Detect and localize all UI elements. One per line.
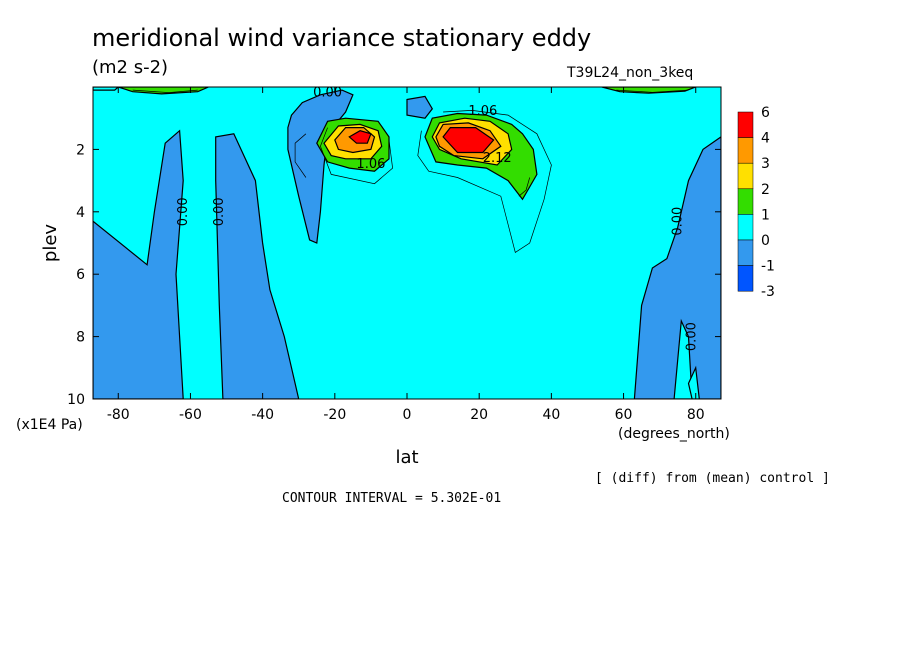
contour-value-label: 0.00	[176, 197, 191, 226]
colorbar-swatch	[737, 137, 754, 164]
y-tick-label: 6	[76, 267, 85, 283]
y-tick-label: 8	[76, 330, 85, 346]
y-axis-unit: (x1E4 Pa)	[16, 417, 83, 433]
contour-line	[417, 110, 552, 253]
contour-value-label: 0.00	[685, 322, 700, 351]
colorbar-legend: 6 4 3 2 1 0 -1 -3	[737, 105, 775, 300]
y-tick-label: 2	[76, 142, 85, 158]
contour-value-label: 2.12	[483, 151, 512, 166]
footer-note: [ (diff) from (mean) control ]	[595, 471, 830, 486]
contour-region	[442, 126, 495, 154]
colorbar-swatch	[737, 214, 754, 241]
contour-region	[93, 87, 120, 91]
contour-region	[406, 95, 434, 119]
x-tick-label: 20	[470, 407, 488, 423]
contour-interval-text: CONTOUR INTERVAL = 5.302E-01	[282, 491, 501, 506]
colorbar-label: -3	[761, 284, 775, 300]
x-tick-label: -20	[323, 407, 346, 423]
contour-region	[673, 318, 693, 399]
x-tick-label: 80	[687, 407, 705, 423]
colorbar-swatch	[737, 162, 754, 190]
x-tick-label: -80	[107, 407, 130, 423]
y-axis: 2 4 6 8 10	[67, 142, 721, 408]
contour-regions	[93, 87, 721, 399]
contour-line	[294, 133, 307, 178]
y-axis-label: plev	[40, 224, 61, 263]
colorbar-swatch	[737, 265, 754, 292]
colorbar-label: -1	[761, 259, 775, 275]
x-tick-label: 60	[615, 407, 633, 423]
contour-value-label: 0.00	[313, 85, 342, 100]
contour-line	[518, 177, 531, 197]
x-axis: -80 -60 -40 -20 0 20 40 60 80	[107, 87, 705, 423]
x-tick-label: 40	[542, 407, 560, 423]
colorbar-swatch	[737, 111, 754, 138]
contour-line	[320, 127, 393, 185]
contour-region	[348, 130, 372, 144]
colorbar-label: 4	[761, 131, 770, 147]
contour-region	[93, 129, 184, 399]
contour-region	[287, 89, 354, 244]
x-tick-label: -60	[179, 407, 202, 423]
contour-region	[633, 136, 721, 399]
colorbar-label: 1	[761, 207, 770, 223]
colorbar-label: 3	[761, 156, 770, 172]
run-label: T39L24_non_3keq	[566, 65, 693, 81]
x-axis-unit: (degrees_north)	[618, 426, 730, 442]
units-label: (m2 s-2)	[92, 57, 168, 78]
plot-area	[93, 87, 721, 399]
y-tick-label: 10	[67, 392, 85, 408]
contour-lines	[132, 89, 689, 253]
colorbar-label: 0	[761, 233, 770, 249]
x-tick-label: 0	[403, 407, 412, 423]
contour-region	[118, 87, 209, 95]
contour-line	[616, 89, 689, 93]
colorbar-swatch	[737, 188, 754, 215]
contour-region	[601, 87, 696, 94]
contour-value-label: 0.00	[670, 207, 685, 236]
colorbar-label: 6	[761, 105, 770, 121]
contour-value-label: 0.00	[212, 197, 227, 226]
contour-region	[687, 365, 700, 399]
colorbar-swatch	[737, 239, 754, 266]
x-axis-label: lat	[395, 447, 418, 468]
contour-region	[215, 133, 300, 399]
y-tick-label: 4	[76, 205, 85, 221]
x-tick-label: -40	[251, 407, 274, 423]
contour-line	[132, 89, 198, 93]
chart-title: meridional wind variance stationary eddy	[92, 24, 591, 52]
contour-value-label: 1.06	[468, 104, 497, 119]
contour-value-label: 1.06	[356, 157, 385, 172]
colorbar-label: 2	[761, 182, 770, 198]
